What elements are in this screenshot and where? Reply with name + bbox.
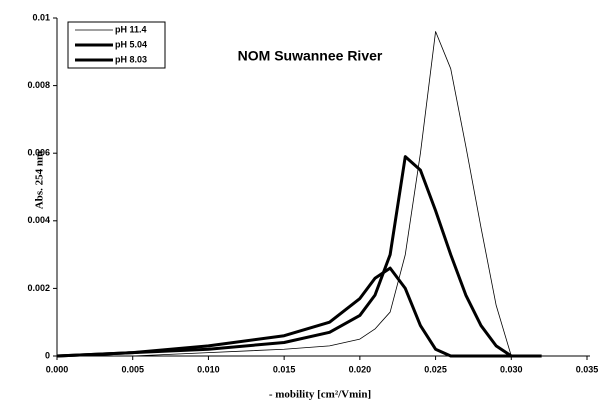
x-tick-label: 0.000: [46, 364, 69, 374]
x-tick-label: 0.035: [576, 364, 599, 374]
y-tick-label: 0.004: [27, 215, 50, 225]
y-tick-label: 0.008: [27, 80, 50, 90]
x-tick-label: 0.010: [197, 364, 220, 374]
chart-title: NOM Suwannee River: [238, 48, 383, 64]
x-tick-label: 0.005: [121, 364, 144, 374]
y-axis-label: Abs. 254 nm: [34, 151, 46, 209]
x-axis-label: - mobility [cm²/Vmin]: [269, 389, 371, 401]
y-tick-label: 0: [45, 350, 50, 360]
line-series: [56, 155, 542, 358]
x-tick-label: 0.020: [349, 364, 372, 374]
y-tick-label: 0.01: [32, 12, 50, 22]
x-tick-label: 0.015: [273, 364, 296, 374]
legend-label: pH 8.03: [115, 54, 147, 64]
legend-label: pH 5.04: [115, 39, 147, 49]
x-tick-label: 0.030: [500, 364, 523, 374]
legend-label: pH 11.4: [115, 24, 147, 34]
x-tick-label: 0.025: [424, 364, 447, 374]
y-tick-label: 0.006: [27, 148, 50, 158]
line-series: [57, 31, 542, 357]
line-series: [56, 266, 542, 358]
y-tick-label: 0.002: [27, 283, 50, 293]
